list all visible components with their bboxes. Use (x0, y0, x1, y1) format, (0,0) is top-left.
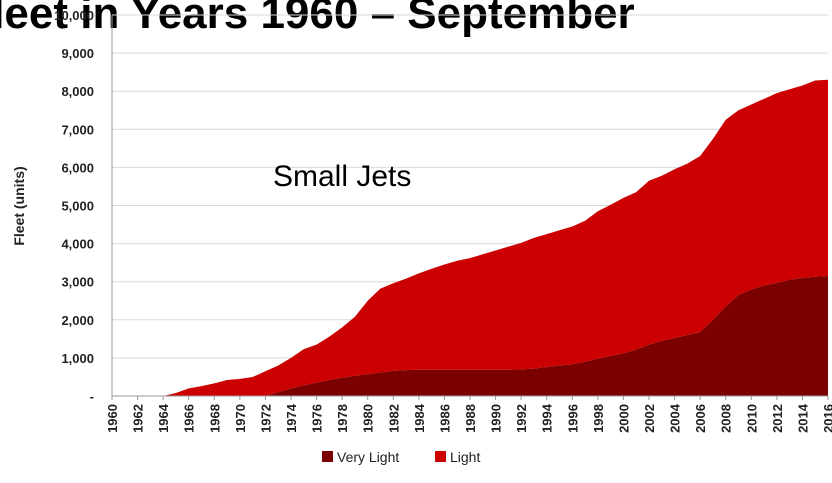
x-tick-label: 1966 (182, 404, 197, 433)
y-tick-label: 7,000 (61, 122, 94, 137)
area-series (112, 79, 828, 397)
x-tick-label: 2012 (770, 404, 785, 433)
y-tick-label: 10,000 (54, 8, 94, 23)
x-tick-label: 1964 (156, 403, 171, 433)
x-tick-label: 1996 (565, 404, 580, 433)
y-tick-label: 3,000 (61, 275, 94, 290)
x-tick-label: 1972 (258, 404, 273, 433)
x-tick-label: 2010 (744, 404, 759, 433)
x-tick-label: 1962 (131, 404, 146, 433)
y-tick-label: 8,000 (61, 84, 94, 99)
x-tick-label: 1968 (207, 404, 222, 433)
x-tick-label: 1980 (361, 404, 376, 433)
legend-swatch (435, 451, 446, 462)
x-tick-label: 2002 (642, 404, 657, 433)
x-tick-label: 2004 (668, 403, 683, 433)
x-tick-label: 1982 (386, 404, 401, 433)
legend-label: Light (450, 449, 480, 465)
chart-annotation: Small Jets (273, 160, 411, 193)
x-tick-label: 1990 (489, 404, 504, 433)
y-tick-label: 2,000 (61, 313, 94, 328)
x-tick-label: 2006 (693, 404, 708, 433)
legend-swatch (322, 451, 333, 462)
y-tick-label: 1,000 (61, 351, 94, 366)
x-tick-label: 1976 (310, 404, 325, 433)
x-tick-label: 2008 (719, 404, 734, 433)
legend: Very Light Light (322, 449, 480, 465)
y-tick-labels: - 1,000 2,000 3,000 4,000 5,000 6,000 7,000 8,00… (54, 8, 94, 404)
legend-label: Very Light (337, 449, 399, 465)
x-tick-label: 2000 (616, 404, 631, 433)
y-tick-label: 5,000 (61, 199, 94, 214)
chart-title: Fleet in Years 1960 – September (0, 0, 635, 38)
x-tick-label: 1998 (591, 404, 606, 433)
x-tick-label: 1984 (412, 403, 427, 433)
x-tick-label: 1974 (284, 403, 299, 433)
x-tick-label: 2014 (795, 403, 810, 433)
x-tick-label: 1988 (463, 404, 478, 433)
y-tick-label: - (90, 389, 94, 404)
x-tick-label: 1978 (335, 404, 350, 433)
y-axis-label: Fleet (units) (11, 166, 27, 245)
x-tick-label: 1960 (105, 404, 120, 433)
x-tick-label: 1992 (514, 404, 529, 433)
x-tick-label: 1994 (540, 403, 555, 433)
area-very-light (112, 275, 828, 396)
y-tick-label: 9,000 (61, 46, 94, 61)
grid-lines (112, 14, 828, 359)
x-tick-labels: 1960 1962 1964 1966 1968 1970 1972 1974 1976 1978… (105, 396, 832, 433)
area-light (112, 79, 828, 397)
x-tick-label: 1986 (437, 404, 452, 433)
x-tick-label: 1970 (233, 404, 248, 433)
y-tick-label: 4,000 (61, 237, 94, 252)
x-tick-label: 2016 (821, 404, 832, 433)
y-tick-label: 6,000 (61, 160, 94, 175)
